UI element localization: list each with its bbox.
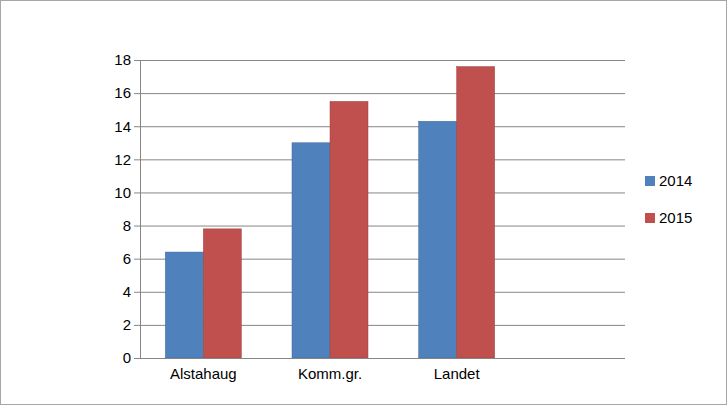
y-tick-mark: [134, 259, 140, 260]
bar: [165, 252, 203, 358]
x-tick-label: Alstahaug: [170, 365, 237, 382]
bar: [419, 121, 457, 358]
y-axis-line: [134, 61, 141, 359]
y-tick-mark: [134, 292, 140, 293]
y-tick-label: 4: [123, 283, 131, 300]
y-tick-mark: [134, 93, 140, 94]
y-tick-mark: [134, 60, 140, 61]
bar: [203, 229, 241, 358]
grid-line: [140, 358, 625, 359]
y-tick-mark: [134, 325, 140, 326]
y-tick-mark: [134, 358, 140, 359]
legend-swatch: [645, 176, 655, 186]
x-axis-line: [141, 358, 521, 359]
y-tick-mark: [134, 226, 140, 227]
y-tick: 10: [114, 184, 140, 201]
x-tick-label: Komm.gr.: [298, 365, 362, 382]
y-tick: 6: [123, 250, 140, 267]
bar: [330, 101, 368, 358]
y-tick-label: 18: [114, 51, 131, 68]
bars: [165, 67, 494, 358]
y-tick: 4: [123, 283, 140, 300]
grid-line: [140, 159, 625, 160]
grid-line: [140, 93, 625, 94]
y-tick-mark: [134, 192, 140, 193]
y-tick: 18: [114, 51, 140, 68]
x-tick: Alstahaug: [170, 358, 237, 382]
y-tick-label: 16: [114, 84, 131, 101]
x-tick: Landet: [434, 358, 481, 382]
chart: 0 2 4 6 8 10 12 14 16 18 Alstahaug Komm.gr. Landet 20…: [0, 0, 727, 405]
legend-item: 2014: [645, 172, 692, 189]
legend: 2014 2015: [645, 172, 692, 226]
y-axis: 0 2 4 6 8 10 12 14 16 18: [114, 51, 140, 366]
x-tick: Komm.gr.: [298, 358, 362, 382]
y-tick-label: 10: [114, 184, 131, 201]
x-axis: Alstahaug Komm.gr. Landet: [141, 358, 521, 382]
grid-line: [140, 126, 625, 127]
legend-item: 2015: [645, 209, 692, 226]
grid-line: [140, 192, 625, 193]
y-tick-label: 12: [114, 151, 131, 168]
chart-border: [1, 1, 727, 405]
x-tick-label: Landet: [434, 365, 481, 382]
y-tick-label: 6: [123, 250, 131, 267]
grid-line: [140, 60, 625, 61]
y-tick-label: 8: [123, 217, 131, 234]
grid-line: [140, 226, 625, 227]
y-tick-label: 2: [123, 316, 131, 333]
legend-label: 2014: [659, 172, 692, 189]
bar: [457, 67, 495, 358]
legend-label: 2015: [659, 209, 692, 226]
y-tick: 8: [123, 217, 140, 234]
y-tick: 2: [123, 316, 140, 333]
y-tick-mark: [134, 126, 140, 127]
y-tick: 14: [114, 118, 140, 135]
bar: [292, 143, 330, 358]
y-tick: 16: [114, 84, 140, 101]
y-tick: 0: [123, 349, 140, 366]
bar-series: [165, 121, 456, 358]
y-tick-label: 14: [114, 118, 131, 135]
grid: [140, 61, 625, 359]
y-tick-label: 0: [123, 349, 131, 366]
legend-swatch: [645, 213, 655, 223]
y-tick: 12: [114, 151, 140, 168]
bar-series: [203, 67, 494, 358]
y-tick-mark: [134, 159, 140, 160]
